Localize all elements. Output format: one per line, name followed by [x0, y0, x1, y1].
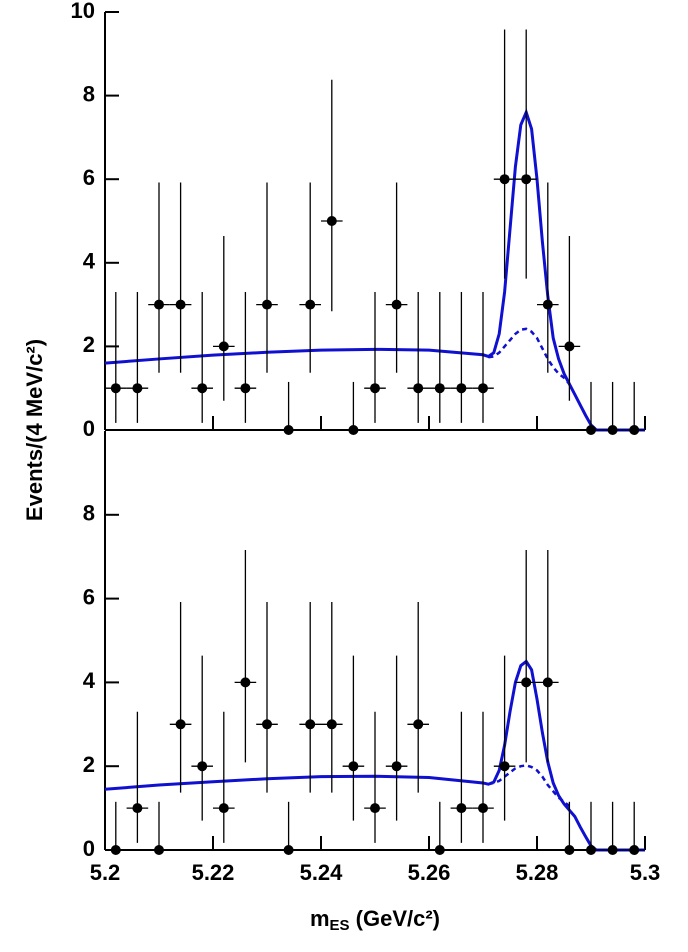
y-tick-label: 8 [83, 81, 95, 106]
data-point [218, 341, 229, 352]
data-point [564, 341, 575, 352]
data-point [348, 761, 359, 772]
x-tick-label: 5.28 [516, 860, 559, 885]
y-tick-label: 2 [83, 332, 95, 357]
data-point [499, 761, 510, 772]
data-point [110, 383, 121, 394]
data-point [326, 719, 337, 730]
data-point [478, 803, 488, 814]
y-axis-label: Events/(4 MeV/c²) [22, 339, 47, 521]
data-point [586, 845, 596, 855]
data-point [391, 299, 402, 310]
y-tick-label: 4 [83, 249, 96, 274]
data-point [240, 383, 251, 394]
data-point [586, 425, 596, 435]
data-point [521, 174, 532, 185]
data-point [521, 677, 532, 688]
data-point [413, 383, 424, 394]
y-tick-label: 4 [83, 668, 96, 693]
data-point [607, 425, 618, 435]
data-point [110, 845, 121, 855]
x-label-main: m [310, 906, 330, 931]
data-point [175, 299, 186, 310]
data-point [629, 845, 640, 855]
y-tick-label: 10 [71, 0, 95, 23]
x-axis-label: mES (GeV/c²) [310, 906, 440, 934]
data-point [154, 845, 164, 855]
data-point [305, 299, 316, 310]
data-point [564, 845, 575, 855]
data-point [413, 719, 424, 730]
data-point [175, 719, 186, 730]
data-point [283, 845, 294, 855]
y-tick-label: 8 [83, 501, 95, 526]
background-curve [488, 327, 571, 385]
data-point [607, 845, 618, 855]
background-curve [488, 764, 571, 807]
data-point [542, 299, 553, 310]
x-tick-label: 5.26 [408, 860, 451, 885]
data-point [456, 803, 467, 814]
x-tick-label: 5.24 [300, 860, 344, 885]
y-tick-label: 0 [83, 416, 95, 441]
x-label-sub: ES [330, 917, 350, 934]
data-point [305, 719, 316, 730]
x-tick-label: 5.3 [630, 860, 661, 885]
x-label-rest: (GeV/c²) [350, 906, 440, 931]
data-point [370, 803, 380, 814]
data-point [197, 383, 208, 394]
y-tick-label: 6 [83, 165, 95, 190]
data-point [370, 383, 380, 394]
x-tick-label: 5.22 [192, 860, 235, 885]
y-tick-label: 2 [83, 752, 95, 777]
data-point [154, 299, 164, 310]
data-point [197, 761, 208, 772]
y-tick-label: 6 [83, 584, 95, 609]
data-point [240, 677, 251, 688]
data-point [348, 425, 359, 435]
data-point [132, 383, 143, 394]
data-point [629, 425, 640, 435]
data-point [262, 299, 272, 310]
y-tick-label: 0 [83, 836, 95, 861]
data-point [434, 383, 445, 394]
data-point [499, 174, 510, 185]
data-point [391, 761, 402, 772]
data-point [218, 803, 229, 814]
data-point [542, 677, 553, 688]
data-point [132, 803, 143, 814]
x-tick-label: 5.2 [90, 860, 121, 885]
data-point [478, 383, 488, 394]
data-point [456, 383, 467, 394]
data-point [434, 845, 445, 855]
data-point [283, 425, 294, 435]
data-point [262, 719, 272, 730]
data-point [326, 216, 337, 226]
